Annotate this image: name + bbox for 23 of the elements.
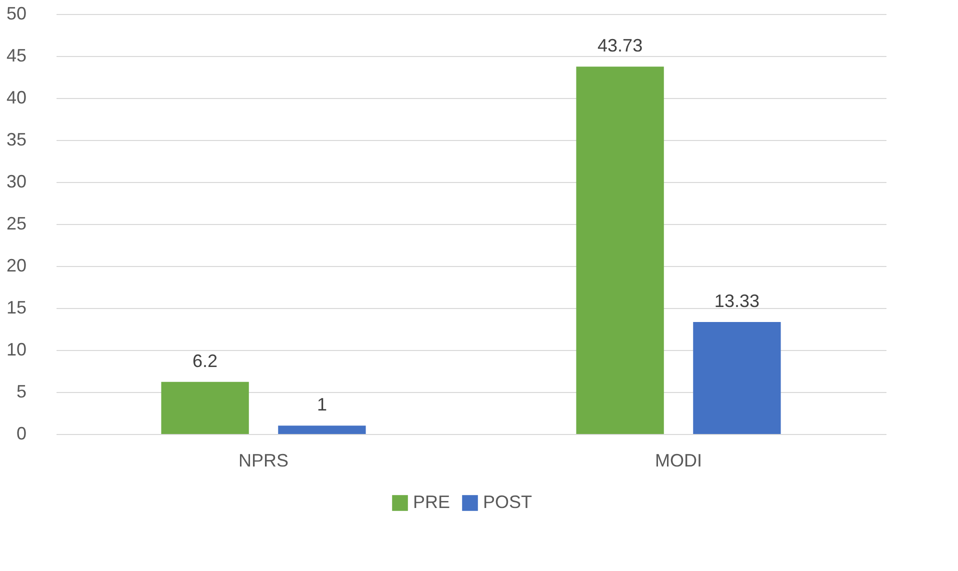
bar xyxy=(693,322,781,434)
x-tick-label: MODI xyxy=(655,450,702,470)
y-tick-label: 20 xyxy=(6,256,26,276)
bar xyxy=(161,382,249,434)
legend-label: PRE xyxy=(413,492,450,512)
bar xyxy=(278,426,366,434)
y-tick-label: 25 xyxy=(6,214,26,234)
y-tick-label: 35 xyxy=(6,130,26,150)
data-label: 1 xyxy=(316,394,327,415)
y-tick-label: 5 xyxy=(16,382,26,402)
y-tick-label: 10 xyxy=(6,340,26,360)
data-label: 43.73 xyxy=(598,36,643,56)
y-tick-label: 40 xyxy=(6,88,26,108)
data-label: 13.33 xyxy=(714,291,760,312)
data-label: 6.2 xyxy=(192,350,218,371)
y-tick-label: 45 xyxy=(6,46,26,66)
bar xyxy=(576,66,664,434)
y-tick-label: 50 xyxy=(6,4,26,24)
y-tick-label: 15 xyxy=(6,298,26,318)
y-tick-label: 30 xyxy=(6,172,26,192)
legend-label: POST xyxy=(483,492,532,512)
y-tick-label: 0 xyxy=(16,424,26,444)
x-tick-label: NPRS xyxy=(238,450,289,470)
